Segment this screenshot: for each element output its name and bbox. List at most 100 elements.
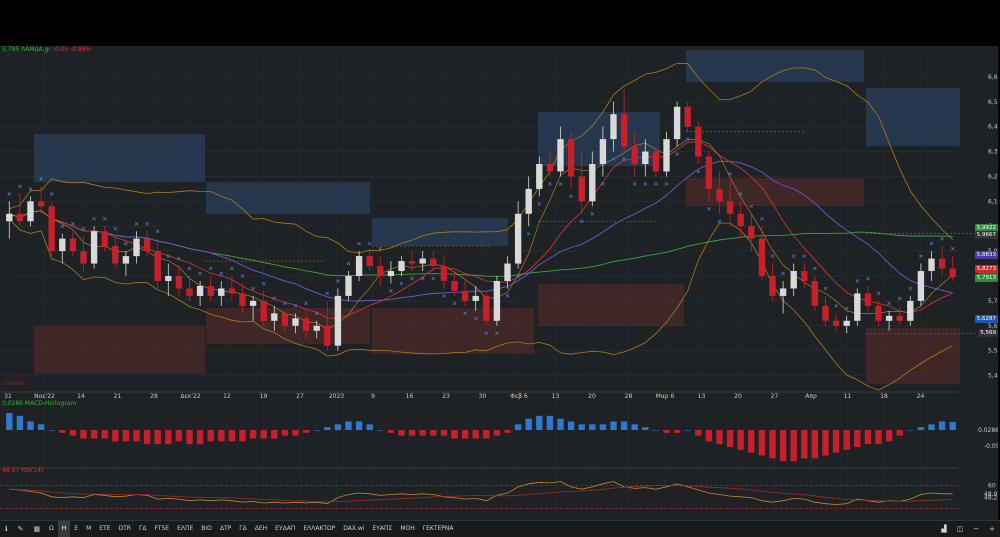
toolbar-tab[interactable]: ΓΔ xyxy=(239,525,247,532)
macd-bar xyxy=(546,415,554,430)
candle-body xyxy=(207,285,214,296)
candle-body xyxy=(122,256,130,264)
macd-bar xyxy=(345,421,352,430)
x-tick-label: 16 xyxy=(406,393,414,400)
toolbar-tab[interactable]: ΔΤΡ xyxy=(219,525,232,532)
toolbar-tab[interactable]: DAX.wi xyxy=(343,525,365,532)
sar-marker xyxy=(685,137,690,141)
x-tick-label: 19 xyxy=(260,393,268,400)
price-legend: 5,795 ΛΑΜΔΑ.gr -0,05 -0,86% xyxy=(2,46,92,53)
macd-bar xyxy=(228,430,236,442)
toolbar-tab[interactable]: DTR xyxy=(118,525,131,532)
macd-bar xyxy=(737,430,744,450)
sar-marker xyxy=(39,177,43,181)
price-badge: 5,7913 xyxy=(974,274,998,283)
candle-body xyxy=(843,320,850,326)
pencil-icon[interactable]: ✎ xyxy=(17,525,24,533)
sar-marker xyxy=(463,311,467,316)
minus-icon[interactable]: − xyxy=(973,525,980,533)
macd-tick-label: 0,0286 xyxy=(978,427,998,434)
macd-bar xyxy=(260,430,267,439)
candle-body xyxy=(260,300,267,321)
x-tick-label: 13 xyxy=(552,393,560,400)
info-icon[interactable]: ℹ xyxy=(5,525,8,533)
macd-bar xyxy=(69,430,77,436)
candle-body xyxy=(461,290,469,301)
grid-icon[interactable]: ▦ xyxy=(33,525,41,533)
candle-body xyxy=(737,213,744,227)
chart-area[interactable]: STRADE 31 Noε'22 14 21 28 Δεκ'22 12 19 27 2023 9 16… xyxy=(0,46,998,520)
candle-body xyxy=(133,238,140,257)
x-tick-label: 24 xyxy=(917,393,925,400)
macd-bar xyxy=(822,430,829,456)
toolbar-tab[interactable]: ΕΥΔΑΠ xyxy=(275,525,296,532)
macd-bar xyxy=(589,424,596,430)
toolbar-tab[interactable]: Μ xyxy=(86,525,92,532)
y-tick-label: 6,4 xyxy=(988,124,998,131)
plus-icon[interactable]: + xyxy=(989,525,995,533)
sar-marker xyxy=(442,294,446,298)
layout-icon[interactable]: ◫ xyxy=(956,525,964,533)
sar-marker xyxy=(28,187,33,191)
toolbar-tab[interactable]: Ω xyxy=(49,525,54,532)
watermark: STRADE xyxy=(3,381,25,387)
rsi-panel xyxy=(0,481,958,509)
candle-body xyxy=(504,263,511,281)
chart-svg[interactable]: STRADE 31 Noε'22 14 21 28 Δεκ'22 12 19 27 2023 9 16… xyxy=(0,46,998,520)
macd-bar xyxy=(281,430,289,436)
candle-body xyxy=(716,188,723,202)
x-tick-label: 2023 xyxy=(329,393,344,400)
candle-body xyxy=(313,325,320,331)
bollinger-lower xyxy=(9,218,953,391)
toolbar-tab[interactable]: Ε xyxy=(74,525,79,532)
macd-bar xyxy=(133,430,140,442)
x-tick-label: 20 xyxy=(588,393,596,400)
toolbar-tab[interactable]: ΕΛΠΕ xyxy=(177,525,194,532)
macd-bar xyxy=(567,421,575,430)
candle-body xyxy=(175,276,183,289)
candle-body xyxy=(377,266,384,276)
ma-short-line xyxy=(9,141,953,319)
candle-body xyxy=(483,295,490,321)
macd-bar xyxy=(673,430,681,433)
macd-bar xyxy=(271,430,278,439)
sar-marker xyxy=(367,241,372,246)
x-tick-label: 20 xyxy=(734,393,742,400)
sar-marker xyxy=(198,271,202,276)
sar-marker xyxy=(834,304,838,308)
sar-marker xyxy=(389,289,393,293)
sar-marker xyxy=(717,219,722,223)
toolbar-tab[interactable]: ΔΕΗ xyxy=(254,525,268,532)
macd-bar xyxy=(461,430,469,439)
macd-bar xyxy=(811,430,819,459)
toolbar-tab[interactable]: ΒΙΟ xyxy=(201,525,212,532)
sar-marker xyxy=(791,254,796,258)
macd-bar xyxy=(875,430,882,445)
toolbar-tab[interactable]: ΓΕΚΤΕΡΝΑ xyxy=(422,525,454,532)
sar-marker xyxy=(707,207,711,211)
sar-marker xyxy=(876,291,881,296)
macd-bar xyxy=(143,430,151,445)
chart-type-icon[interactable]: ▟ xyxy=(941,525,947,533)
macd-bar xyxy=(599,424,607,430)
toolbar-tab[interactable]: FTSE xyxy=(154,525,170,532)
candle-body xyxy=(302,318,310,331)
candle-body xyxy=(695,126,702,157)
x-axis: 31 Noε'22 14 21 28 Δεκ'22 12 19 27 2023 9 16 23 30 Φεβ… xyxy=(4,393,924,400)
sar-marker xyxy=(283,301,287,306)
candle-body xyxy=(398,261,405,272)
x-tick-label: 11 xyxy=(844,393,852,400)
sar-marker xyxy=(177,256,181,261)
toolbar-tab[interactable]: ΜΟΗ xyxy=(400,525,415,532)
sar-marker xyxy=(336,279,340,283)
candle-body xyxy=(27,201,34,222)
toolbar-tab[interactable]: ΓΔ xyxy=(138,525,147,532)
toolbar-tab[interactable]: ΕΛΛΑΚΤΩΡ xyxy=(303,525,336,532)
sar-marker xyxy=(696,169,701,174)
candle-body xyxy=(493,280,501,321)
x-tick-label: 28 xyxy=(625,393,633,400)
toolbar-tab[interactable]: ΕΥΑΠΣ xyxy=(372,525,393,532)
x-tick-label: 12 xyxy=(223,393,231,400)
toolbar-tab[interactable]: ΕΤΕ xyxy=(99,525,111,532)
toolbar-tab[interactable]: Η xyxy=(57,521,71,537)
